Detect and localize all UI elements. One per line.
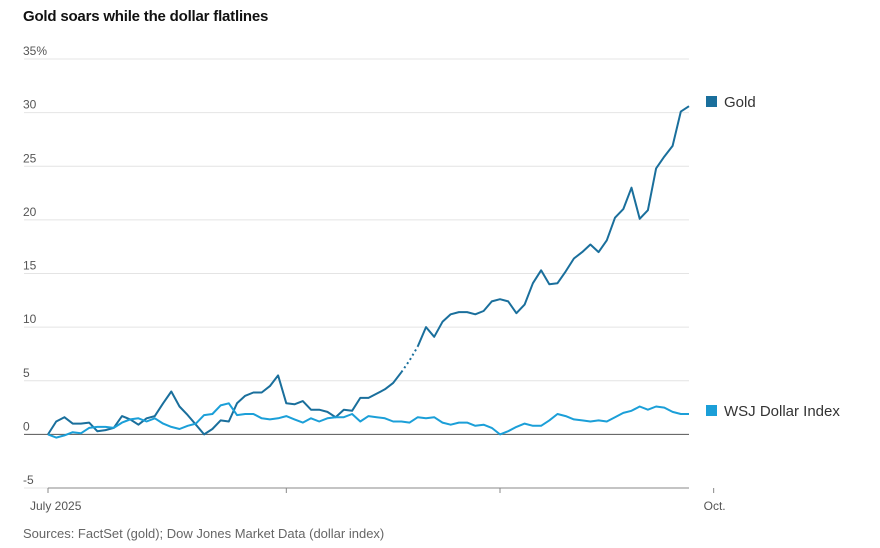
gold-legend-swatch <box>706 96 717 107</box>
gold-line <box>47 371 403 436</box>
chart-title: Gold soars while the dollar flatlines <box>23 8 269 25</box>
grid-lines <box>24 58 689 489</box>
y-tick-label: 0 <box>23 419 30 433</box>
source-note: Sources: FactSet (gold); Dow Jones Marke… <box>23 526 385 541</box>
y-tick-label: -5 <box>23 473 34 487</box>
wsj-dollar-index-legend-label: WSJ Dollar Index <box>724 403 840 420</box>
y-tick-label: 30 <box>23 98 37 112</box>
wsj-dollar-index-line <box>47 402 689 439</box>
y-tick-label: 35% <box>23 44 47 58</box>
gold-line-dotted <box>400 345 419 373</box>
x-axis: July 2025 Oct. <box>30 487 726 513</box>
y-tick-label: 10 <box>23 312 37 326</box>
y-axis-labels: 35% 30 25 20 15 10 5 0 -5 <box>23 44 47 487</box>
gold-legend-label: Gold <box>724 94 756 111</box>
x-tick-label: Oct. <box>704 499 726 513</box>
x-tick-label: July 2025 <box>30 499 82 513</box>
y-tick-label: 15 <box>23 259 37 273</box>
y-tick-label: 5 <box>23 366 30 380</box>
wsj-dollar-index-legend-swatch <box>706 405 717 416</box>
y-tick-label: 25 <box>23 151 37 165</box>
legend: Gold WSJ Dollar Index <box>706 94 840 420</box>
gold-line <box>416 105 690 347</box>
y-tick-label: 20 <box>23 205 37 219</box>
series-lines <box>47 105 690 439</box>
